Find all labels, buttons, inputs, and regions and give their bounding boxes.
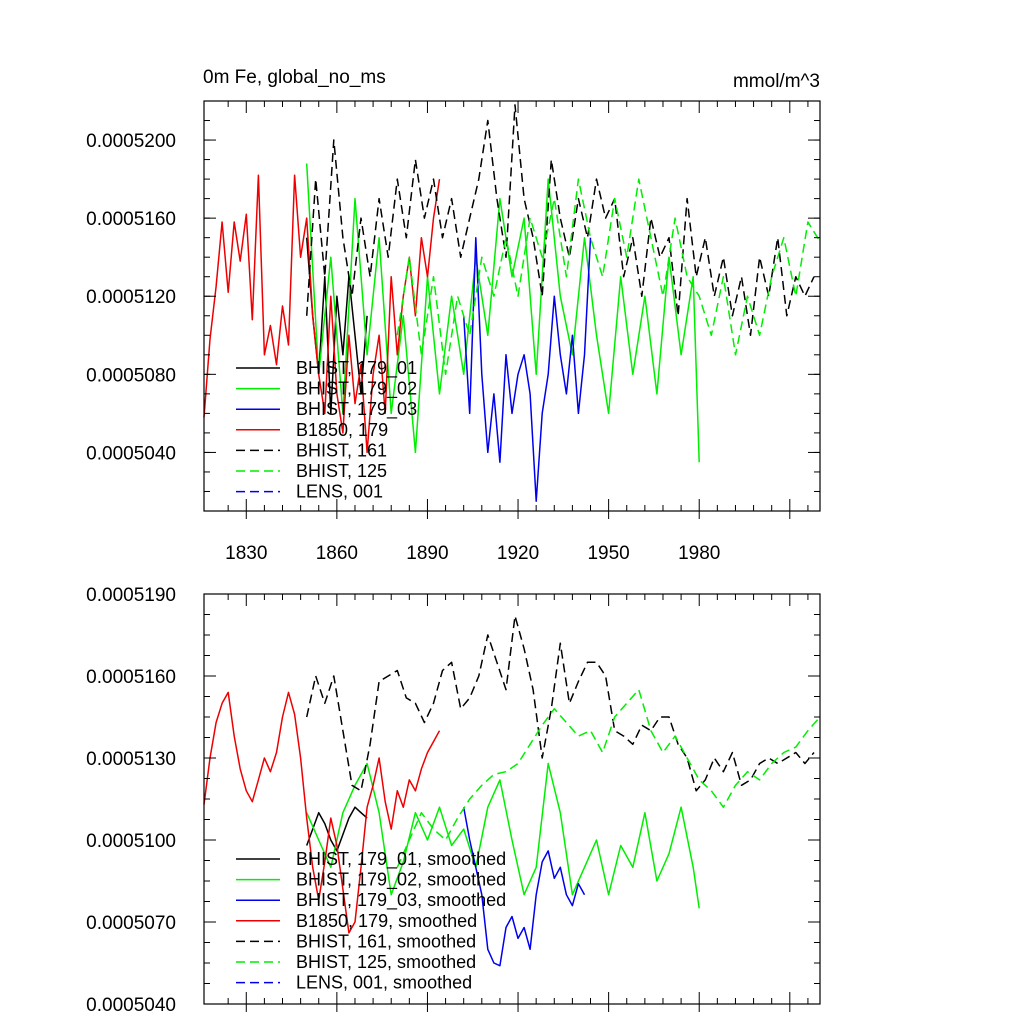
bottom-ytick-label: 0.0005070 [86,913,176,934]
top-panel: 0m Fe, global_no_ms mmol/m^3 0.00050400.… [86,67,821,564]
top-xtick-label: 1920 [497,543,539,564]
bottom-ytick-label: 0.0005040 [86,995,176,1016]
bottom-series-group [203,615,821,967]
top-series-line-2 [462,236,592,502]
bottom-series-line-3 [203,691,441,934]
top-series-line-1 [305,163,700,463]
bottom-legend-label-5: BHIST, 125, smoothed [296,952,476,972]
top-ticks-group: 0.0005040 0.0005080 0.0005120 0.0005160 0.00… [86,100,820,564]
top-chart-units: mmol/m^3 [733,71,820,92]
top-chart-title: 0m Fe, global_no_ms [203,67,386,88]
top-plot-frame [203,100,821,512]
top-series-group [203,104,821,502]
bottom-ytick-label: 0.0005100 [86,831,176,852]
top-ytick-label: 0.0005120 [86,287,176,308]
top-legend-label-3: B1850, 179 [296,420,388,440]
top-series-line-3 [203,174,441,454]
bottom-ytick-label: 0.0005190 [86,585,176,606]
top-xtick-label: 1980 [678,543,720,564]
bottom-plot-frame [203,593,821,1005]
top-ytick-label: 0.0005200 [86,131,176,152]
bottom-ticks-group: 0.0005040 0.0005070 0.0005100 0.0005130 0.00… [86,585,820,1016]
top-ytick-label: 0.0005080 [86,365,176,386]
top-xtick-label: 1830 [225,543,267,564]
top-legend-label-0: BHIST, 179_01 [296,358,417,379]
top-ytick-label: 0.0005040 [86,443,176,464]
top-legend-label-6: LENS, 001 [296,482,383,502]
bottom-ytick-label: 0.0005160 [86,667,176,688]
top-legend-label-1: BHIST, 179_02 [296,379,417,400]
bottom-series-line-2 [462,807,586,967]
bottom-legend-label-6: LENS, 001, smoothed [296,973,472,993]
top-xtick-label: 1890 [406,543,448,564]
top-xtick-label: 1950 [587,543,629,564]
top-ytick-label: 0.0005160 [86,209,176,230]
top-xtick-label: 1860 [316,543,358,564]
top-series-line-4 [305,104,815,337]
top-series-line-5 [396,178,821,376]
bottom-legend-label-4: BHIST, 161, smoothed [296,931,476,951]
bottom-legend-label-3: B1850, 179, smoothed [296,911,477,931]
bottom-legend-label-0: BHIST, 179_01, smoothed [296,849,506,870]
bottom-series-line-5 [396,688,821,868]
bottom-legend-label-1: BHIST, 179_02, smoothed [296,870,506,891]
bottom-series-line-4 [305,615,815,792]
bottom-legend-label-2: BHIST, 179_03, smoothed [296,890,506,911]
top-legend-label-2: BHIST, 179_03 [296,399,417,420]
top-legend-label-4: BHIST, 161 [296,440,387,460]
bottom-ytick-label: 0.0005130 [86,749,176,770]
bottom-panel: 0.0005040 0.0005070 0.0005100 0.0005130 0.00… [86,585,821,1016]
top-legend-label-5: BHIST, 125 [296,461,387,481]
